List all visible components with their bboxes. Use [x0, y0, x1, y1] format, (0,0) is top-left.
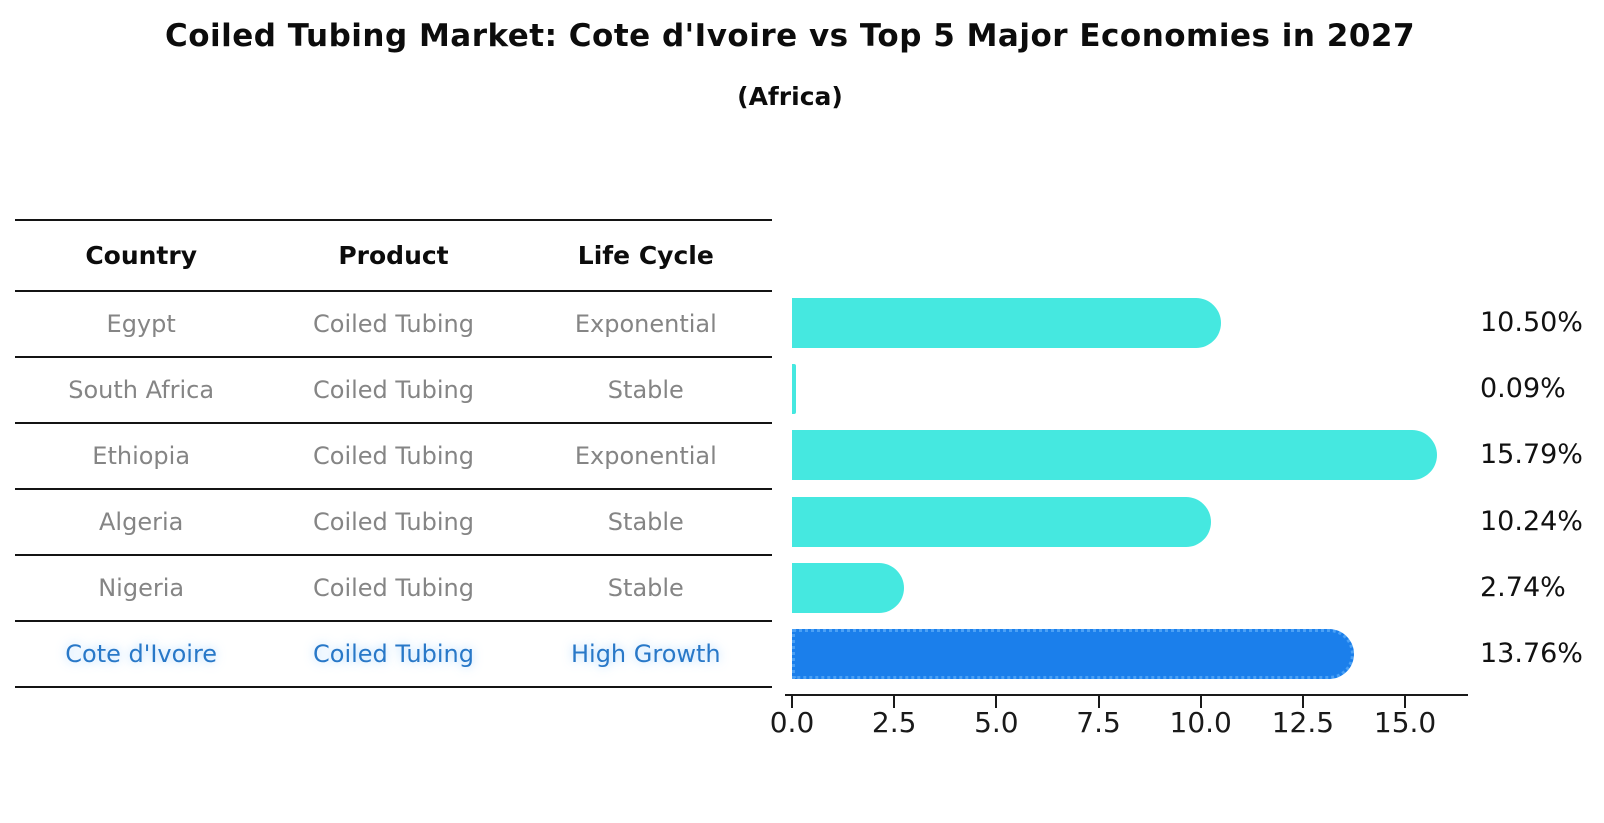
cell-product: Coiled Tubing — [313, 442, 474, 470]
table-header-row: Country Product Life Cycle — [15, 221, 772, 292]
table-row-ethiopia: Ethiopia Coiled Tubing Exponential — [15, 424, 772, 490]
cell-country: Algeria — [99, 508, 184, 536]
x-axis-tick-label: 15.0 — [1373, 706, 1437, 739]
cell-product: Coiled Tubing — [313, 574, 474, 602]
bar-algeria — [792, 496, 1211, 547]
x-axis-tick-label: 10.0 — [1169, 706, 1232, 739]
x-axis-tick — [1404, 696, 1407, 708]
cell-country: Cote d'Ivoire — [65, 640, 218, 668]
cell-life-cycle: Stable — [607, 574, 684, 602]
cell-country: Ethiopia — [92, 442, 191, 470]
cell-product: Coiled Tubing — [313, 376, 474, 404]
bar-value-label-south-africa: 0.09% — [1480, 373, 1566, 405]
x-axis-tick — [791, 696, 793, 708]
cell-product: Coiled Tubing — [313, 310, 474, 338]
x-axis-tick — [1301, 696, 1304, 708]
bar-egypt — [792, 298, 1222, 349]
column-header-product: Product — [338, 241, 449, 270]
bar-cote-d-ivoire — [792, 628, 1355, 679]
bar-value-label-egypt: 10.50% — [1480, 307, 1583, 339]
bar-nigeria — [792, 562, 904, 613]
table-row-cote-divoire: Cote d'Ivoire Coiled Tubing High Growth — [15, 622, 772, 688]
cell-life-cycle: Exponential — [574, 310, 717, 338]
bar-value-label-algeria: 10.24% — [1480, 505, 1583, 537]
x-axis-line — [785, 694, 1468, 696]
x-axis-tick — [1199, 696, 1202, 708]
cell-product: Coiled Tubing — [313, 640, 474, 668]
cell-country: South Africa — [68, 376, 215, 404]
cell-country: Egypt — [106, 310, 176, 338]
page-subtitle: (Africa) — [737, 82, 843, 111]
x-axis-tick-label: 12.5 — [1271, 706, 1335, 739]
bar-value-label-nigeria: 2.74% — [1480, 571, 1566, 603]
page-title: Coiled Tubing Market: Cote d'Ivoire vs T… — [164, 18, 1416, 54]
cell-product: Coiled Tubing — [313, 508, 474, 536]
cell-life-cycle: Stable — [607, 376, 684, 404]
x-axis-tick — [1097, 696, 1100, 708]
x-axis-tick-label: 0.0 — [769, 706, 815, 739]
table-row-egypt: Egypt Coiled Tubing Exponential — [15, 292, 772, 358]
cell-life-cycle: Exponential — [574, 442, 717, 470]
column-header-country: Country — [85, 241, 198, 270]
bar-ethiopia — [792, 430, 1438, 481]
x-axis-tick-label: 7.5 — [1076, 706, 1121, 739]
bar-south-africa — [792, 364, 796, 415]
table-row-algeria: Algeria Coiled Tubing Stable — [15, 490, 772, 556]
cell-life-cycle: Stable — [607, 508, 684, 536]
cell-country: Nigeria — [98, 574, 185, 602]
x-axis-tick — [995, 696, 998, 708]
bar-value-label-ethiopia: 15.79% — [1480, 439, 1583, 471]
x-axis-tick-label: 2.5 — [871, 706, 917, 739]
x-axis-tick — [893, 696, 896, 708]
x-axis-tick-label: 5.0 — [974, 706, 1019, 739]
country-table: Country Product Life Cycle Egypt Coiled … — [15, 219, 772, 688]
table-row-nigeria: Nigeria Coiled Tubing Stable — [15, 556, 772, 622]
cell-life-cycle: High Growth — [570, 640, 721, 668]
table-row-south-africa: South Africa Coiled Tubing Stable — [15, 358, 772, 424]
bar-value-label-cote-d-ivoire: 13.76% — [1480, 637, 1583, 669]
column-header-life-cycle: Life Cycle — [577, 241, 714, 270]
